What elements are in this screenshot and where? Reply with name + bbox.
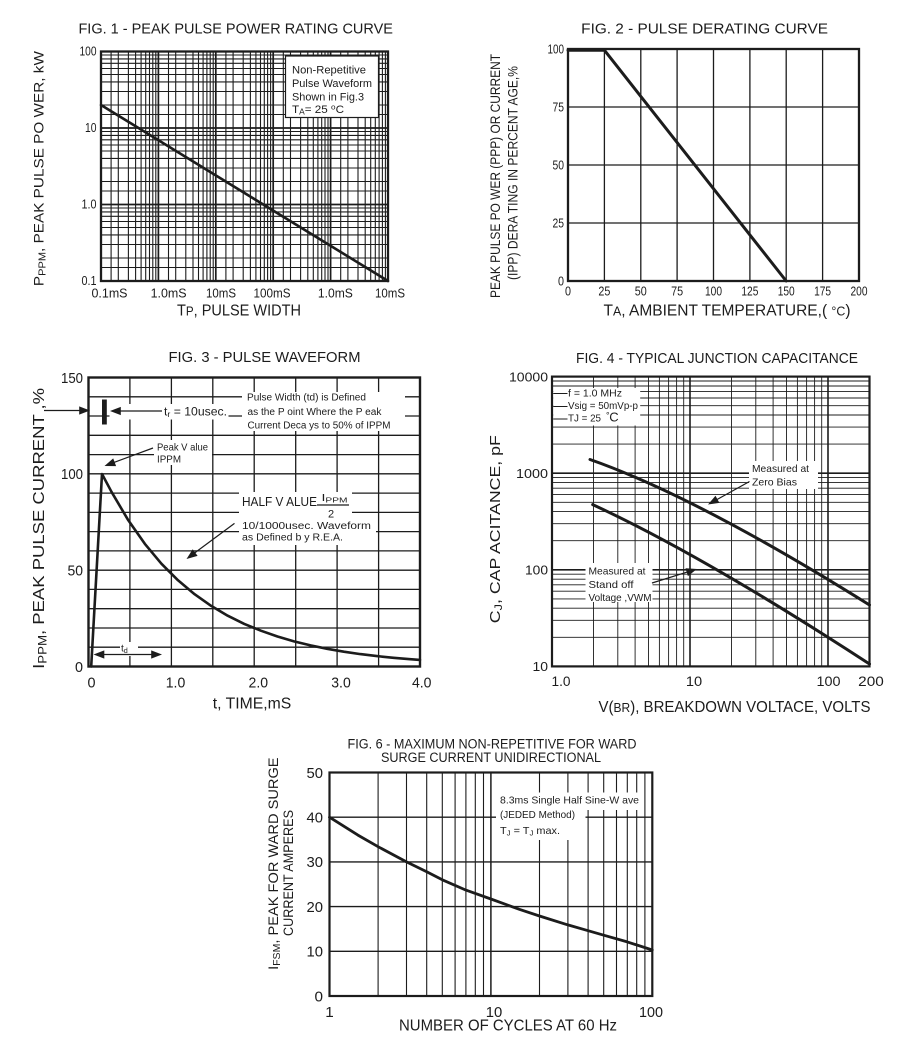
svg-text:50: 50 (68, 563, 84, 580)
svg-text:as Defined b y R.E.A.: as Defined b y R.E.A. (242, 533, 343, 544)
svg-text:10/1000usec. Waveform: 10/1000usec. Waveform (242, 521, 371, 532)
svg-text:50: 50 (635, 284, 647, 299)
svg-text:Shown in Fig.3: Shown in Fig.3 (292, 92, 364, 104)
svg-text:Stand off: Stand off (589, 579, 634, 591)
svg-text:1000: 1000 (516, 466, 548, 481)
svg-text:0: 0 (565, 284, 571, 299)
svg-text:125: 125 (741, 284, 758, 299)
svg-text:10mS: 10mS (375, 286, 405, 301)
svg-text:10000: 10000 (509, 369, 548, 384)
svg-text:175: 175 (814, 284, 831, 299)
svg-text:tr​ = 10usec.: tr​ = 10usec. (164, 407, 227, 420)
svg-text:V(BR), BREAKDOWN VOLTACE, VOL: V(BR), BREAKDOWN VOLTACE, VOLTS (599, 699, 871, 716)
svg-text:Vsig = 50mVp-p: Vsig = 50mVp-p (568, 400, 638, 412)
svg-text:1: 1 (325, 1004, 334, 1021)
svg-text:100: 100 (817, 674, 841, 689)
svg-text:100: 100 (548, 42, 565, 57)
svg-text:TA​= 25 o​C: TA​= 25 o​C (292, 103, 344, 117)
svg-text:10: 10 (85, 120, 97, 135)
svg-text:1.0mS: 1.0mS (151, 286, 187, 301)
svg-text:25: 25 (553, 216, 565, 231)
svg-text:TJ​ = TJ​ max.: TJ​ = TJ​ max. (500, 825, 560, 838)
svg-text:0.1: 0.1 (82, 273, 97, 288)
svg-text:td​: td​ (121, 644, 128, 655)
svg-text:PPPM​, PEAK PULSE PO WER, kW: PPPM​, PEAK PULSE PO WER, kW (31, 50, 49, 286)
svg-text:CJ​, CAP ACITANCE, pF: CJ​, CAP ACITANCE, pF (487, 435, 505, 623)
svg-text:0: 0 (315, 988, 324, 1005)
svg-text:200: 200 (851, 284, 868, 299)
svg-text:TJ = 25: TJ = 25 (568, 413, 601, 425)
svg-text:FIG. 2 - PULSE DERATING CURVE: FIG. 2 - PULSE DERATING CURVE (581, 22, 828, 38)
svg-text:2: 2 (328, 509, 334, 521)
svg-text:(IPP) DERA TING IN PERCENT AGE: (IPP) DERA TING IN PERCENT AGE,% (505, 66, 521, 280)
svg-text:Measured at: Measured at (589, 566, 646, 578)
svg-text:1.0: 1.0 (552, 674, 571, 689)
svg-text:10: 10 (486, 1004, 503, 1021)
svg-text:1.0: 1.0 (166, 675, 186, 692)
svg-text:t, TIME,mS: t, TIME,mS (213, 696, 292, 713)
svg-text:2.0: 2.0 (249, 675, 269, 692)
svg-text:50: 50 (307, 765, 324, 782)
svg-text:IPPM​, PEAK PULSE CURRENT ,%: IPPM​, PEAK PULSE CURRENT ,% (31, 388, 49, 669)
svg-text:150: 150 (61, 370, 83, 387)
svg-text:IFSM​, PEAK FOR WARD SURGE: IFSM​, PEAK FOR WARD SURGE (265, 757, 283, 970)
svg-text:FIG. 6 - MAXIMUM NON-REPETITIV: FIG. 6 - MAXIMUM NON-REPETITIVE FOR WARD (348, 737, 637, 752)
svg-text:FIG. 1 - PEAK PULSE POWER RATI: FIG. 1 - PEAK PULSE POWER RATING CURVE (78, 22, 393, 38)
svg-text:10: 10 (533, 659, 549, 674)
svg-text:TA, AMBIENT TEMPERATURE,( °C): TA, AMBIENT TEMPERATURE,( °C) (604, 303, 851, 320)
svg-text:as the P oint Where the P eak: as the P oint Where the P eak (248, 407, 382, 418)
svg-text:30: 30 (307, 854, 324, 871)
svg-text:NUMBER OF CYCLES AT 60 Hz: NUMBER OF CYCLES AT 60 Hz (399, 1018, 617, 1035)
svg-text:100mS: 100mS (254, 286, 291, 301)
svg-text:PEAK PULSE PO WER (PPP) OR CU: PEAK PULSE PO WER (PPP) OR CURRENT (487, 54, 503, 298)
svg-text:100: 100 (639, 1004, 663, 1021)
svg-text:C: C (609, 410, 618, 425)
svg-text:100: 100 (525, 563, 548, 578)
svg-text:20: 20 (307, 899, 324, 916)
svg-text:1.0: 1.0 (82, 197, 97, 212)
svg-text:TP, PULSE WIDTH: TP, PULSE WIDTH (177, 303, 301, 320)
svg-text:Zero Bias: Zero Bias (752, 477, 797, 489)
svg-text:4.0: 4.0 (412, 675, 432, 692)
svg-text:200: 200 (858, 674, 884, 689)
svg-text:10mS: 10mS (206, 286, 236, 301)
svg-text:40: 40 (307, 810, 324, 827)
svg-text:IPPM​: IPPM​ (322, 492, 348, 505)
svg-text:10: 10 (686, 674, 702, 689)
svg-text:Non-Repetitive: Non-Repetitive (292, 65, 366, 77)
svg-text:25: 25 (598, 284, 610, 299)
svg-text:75: 75 (553, 100, 565, 115)
svg-text:Voltage ,VWM: Voltage ,VWM (589, 592, 652, 604)
svg-text:50: 50 (553, 158, 565, 173)
svg-text:°: ° (606, 411, 610, 421)
svg-text:CURRENT AMPERES: CURRENT AMPERES (280, 810, 296, 936)
svg-text:FIG. 3 - PULSE WAVEFORM: FIG. 3 - PULSE WAVEFORM (169, 350, 361, 366)
svg-text:75: 75 (671, 284, 683, 299)
svg-text:0.1mS: 0.1mS (92, 286, 128, 301)
svg-text:100: 100 (61, 466, 83, 483)
svg-text:0: 0 (88, 675, 96, 692)
svg-text:10: 10 (307, 944, 324, 961)
svg-text:HALF V ALUE: HALF V ALUE (242, 495, 317, 509)
svg-text:100: 100 (80, 44, 97, 59)
svg-text:(JEDED Method): (JEDED Method) (500, 809, 575, 821)
svg-text:1.0mS: 1.0mS (318, 286, 353, 301)
svg-text:Peak V alue: Peak V alue (157, 442, 208, 454)
svg-text:IPPM: IPPM (157, 453, 181, 465)
svg-text:0: 0 (558, 274, 564, 289)
svg-text:FIG. 4 - TYPICAL JUNCTION CAP: FIG. 4 - TYPICAL JUNCTION CAPACITANCE (576, 351, 858, 367)
svg-text:Measured at: Measured at (752, 463, 809, 475)
svg-text:Pulse Width (td) is Defined: Pulse Width (td) is Defined (247, 393, 366, 404)
svg-text:100: 100 (705, 284, 722, 299)
svg-text:0: 0 (75, 659, 83, 676)
svg-text:150: 150 (778, 284, 795, 299)
svg-text:3.0: 3.0 (331, 675, 351, 692)
svg-text:8.3ms Single Half Sine-W ave: 8.3ms Single Half Sine-W ave (500, 795, 639, 807)
svg-text:Pulse Waveform: Pulse Waveform (292, 78, 372, 90)
svg-text:Current Deca ys to 50% of IPP: Current Deca ys to 50% of IPPM (248, 420, 391, 431)
svg-text:f = 1.0 MHz: f = 1.0 MHz (568, 388, 622, 400)
svg-text:SURGE CURRENT UNIDIRECTIONAL: SURGE CURRENT UNIDIRECTIONAL (381, 750, 601, 765)
